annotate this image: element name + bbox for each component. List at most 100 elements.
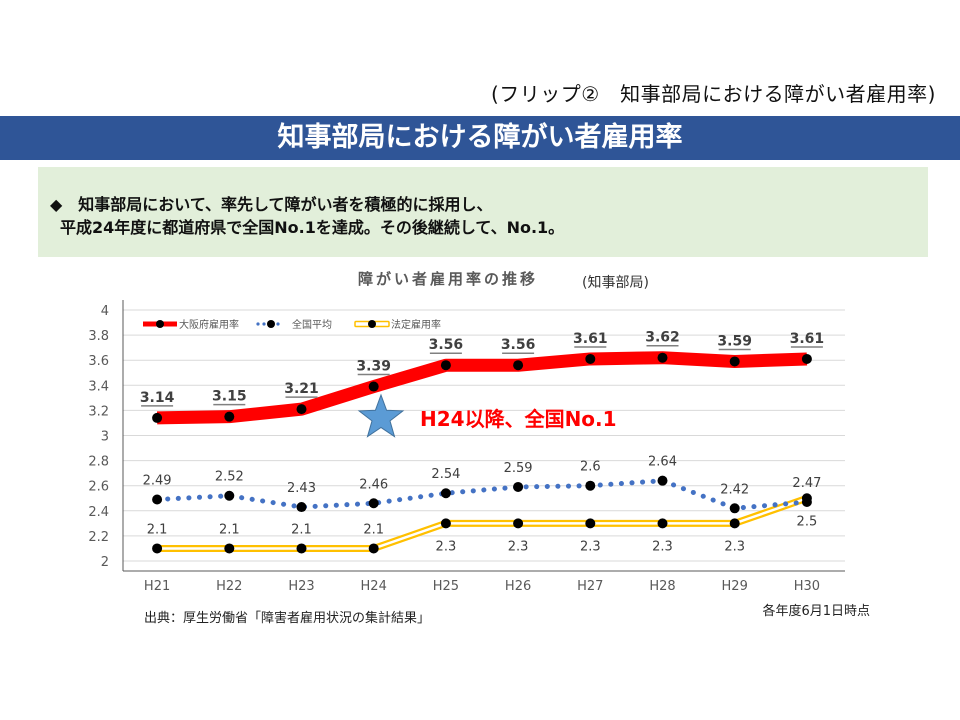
data-label-national: 2.59 xyxy=(504,461,533,476)
chart-data-labels: 3.14 3.15 3.21 3.39 3.56 3.56 3.61 3.62 3.59 3.61… xyxy=(140,330,824,555)
data-point-legal xyxy=(440,518,451,529)
x-tick-label: H28 xyxy=(649,579,675,594)
data-point-national xyxy=(224,490,235,501)
data-label-national: 2.52 xyxy=(215,470,244,485)
data-point-legal xyxy=(657,518,668,529)
data-point-legal xyxy=(368,543,379,554)
data-label-national: 2.49 xyxy=(143,474,172,489)
legend-label-osaka: 大阪府雇用率 xyxy=(179,318,239,331)
series-line-national xyxy=(154,478,810,511)
flip-label: (フリップ② 知事部局における障がい者雇用率) xyxy=(490,82,936,106)
data-point-legal xyxy=(729,518,740,529)
data-point-national xyxy=(296,502,307,513)
x-tick-label: H24 xyxy=(361,579,387,594)
source-note: 出典：厚生労働省「障害者雇用状況の集計結果」 xyxy=(144,611,431,626)
y-tick-label: 4 xyxy=(101,304,109,319)
data-point-national xyxy=(513,481,524,492)
chart-subtitle: (知事部局) xyxy=(582,275,649,291)
data-point-legal xyxy=(296,543,307,554)
data-point-national xyxy=(801,497,812,508)
x-tick-label: H27 xyxy=(577,579,603,594)
data-label-osaka: 3.61 xyxy=(573,331,608,347)
data-label-osaka: 3.15 xyxy=(212,389,247,405)
data-label-national: 2.46 xyxy=(359,477,388,492)
data-label-osaka: 3.39 xyxy=(356,359,391,375)
data-label-osaka: 3.56 xyxy=(501,337,536,353)
data-point-osaka xyxy=(801,353,812,364)
data-label-osaka: 3.14 xyxy=(140,390,175,406)
series-line-osaka xyxy=(156,351,808,425)
x-tick-label: H29 xyxy=(722,579,748,594)
y-tick-label: 2.2 xyxy=(88,530,109,545)
data-point-osaka xyxy=(657,352,668,363)
x-tick-label: H22 xyxy=(216,579,242,594)
data-label-osaka: 3.21 xyxy=(284,381,319,397)
data-label-national: 2.42 xyxy=(720,482,749,497)
data-label-legal: 2.3 xyxy=(580,539,601,554)
data-label-osaka: 3.59 xyxy=(717,333,752,349)
x-tick-label: H23 xyxy=(288,579,314,594)
y-tick-label: 3.6 xyxy=(88,354,109,369)
summary-line-1: ◆ 知事部局において、率先して障がい者を積極的に採用し、 xyxy=(50,195,493,214)
chart-grid xyxy=(123,309,845,562)
legend-marker-national xyxy=(267,320,275,328)
data-point-osaka xyxy=(152,412,163,423)
page-title: 知事部局における障がい者雇用率 xyxy=(0,116,960,160)
data-point-legal xyxy=(513,518,524,529)
y-tick-label: 2 xyxy=(101,555,109,570)
x-tick-label: H30 xyxy=(794,579,820,594)
data-label-legal: 2.3 xyxy=(508,539,529,554)
data-point-osaka xyxy=(440,360,451,371)
data-point-osaka xyxy=(729,356,740,367)
data-label-legal: 2.3 xyxy=(724,539,745,554)
summary-line-2: 平成24年度に都道府県で全国No.1を達成。その後継続して、No.1。 xyxy=(60,218,565,237)
chart-series xyxy=(152,351,812,554)
data-label-legal: 2.3 xyxy=(652,539,673,554)
y-tick-label: 3 xyxy=(101,430,109,445)
data-label-legal: 2.5 xyxy=(797,514,818,529)
data-label-legal: 2.3 xyxy=(436,539,457,554)
data-point-national xyxy=(152,494,163,505)
data-label-national: 2.6 xyxy=(580,460,601,475)
data-label-osaka: 3.61 xyxy=(790,331,825,347)
y-tick-label: 2.4 xyxy=(88,505,109,520)
data-point-osaka xyxy=(513,360,524,371)
chart-axes: 2 2.2 2.4 2.6 2.8 3 3.2 3.4 3.6 3.8 4 H21 H22 H23 H24 H… xyxy=(88,300,845,594)
data-point-osaka xyxy=(368,381,379,392)
data-label-national: 2.47 xyxy=(792,476,821,491)
data-point-osaka xyxy=(224,411,235,422)
data-point-national xyxy=(657,475,668,486)
data-label-osaka: 3.62 xyxy=(645,330,680,346)
data-label-legal: 2.1 xyxy=(363,522,384,537)
data-point-national xyxy=(585,480,596,491)
chart-title: 障がい者雇用率の推移 xyxy=(358,270,539,288)
data-label-national: 2.64 xyxy=(648,455,677,470)
y-tick-label: 3.8 xyxy=(88,329,109,344)
data-label-national: 2.54 xyxy=(431,467,460,482)
chart-legend: 大阪府雇用率 全国平均 法定雇用率 xyxy=(143,318,441,331)
data-point-legal xyxy=(585,518,596,529)
x-tick-label: H21 xyxy=(144,579,170,594)
legend-label-national: 全国平均 xyxy=(292,318,332,331)
legend-swatch-national xyxy=(262,322,266,326)
legend-label-legal: 法定雇用率 xyxy=(391,318,441,331)
data-point-national xyxy=(368,498,379,509)
data-point-osaka xyxy=(296,404,307,415)
star-icon xyxy=(357,393,405,438)
legend-marker-osaka xyxy=(156,320,164,328)
data-label-osaka: 3.56 xyxy=(429,337,464,353)
data-label-national: 2.43 xyxy=(287,481,316,496)
data-point-legal xyxy=(224,543,235,554)
x-tick-label: H25 xyxy=(433,579,459,594)
data-point-osaka xyxy=(585,353,596,364)
summary-box: ◆ 知事部局において、率先して障がい者を積極的に採用し、 平成24年度に都道府県… xyxy=(38,167,928,257)
callout-text: H24以降、全国No.1 xyxy=(420,407,617,431)
as-of-note: 各年度6月1日時点 xyxy=(762,604,870,619)
legend-marker-legal xyxy=(368,320,376,328)
data-point-national xyxy=(729,503,740,514)
series-line-legal-inner xyxy=(157,497,808,550)
data-label-legal: 2.1 xyxy=(219,522,240,537)
y-tick-label: 2.6 xyxy=(88,480,109,495)
legend-swatch-national xyxy=(256,322,260,326)
